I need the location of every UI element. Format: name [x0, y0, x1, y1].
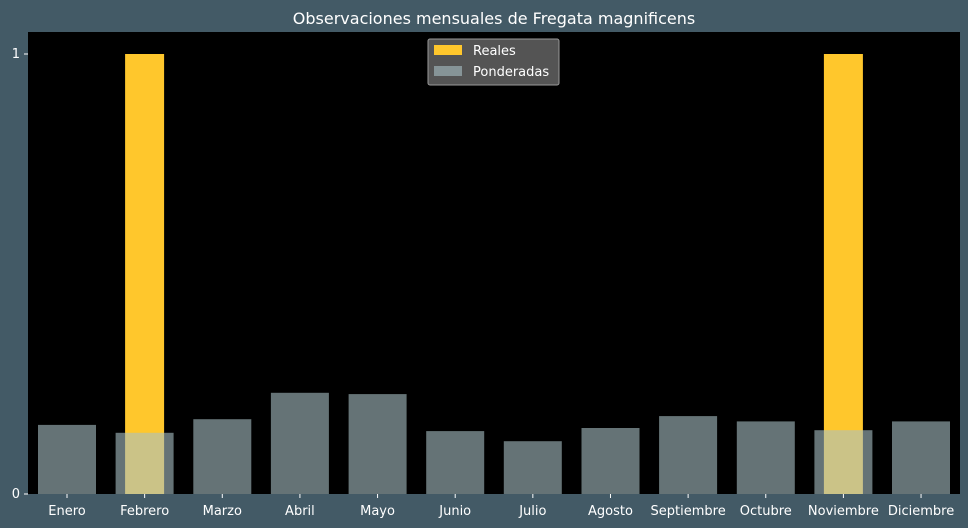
bar-ponderadas-abril [270, 392, 329, 494]
x-tick-label: Marzo [203, 504, 242, 519]
bar-ponderadas-diciembre [892, 421, 950, 494]
legend-swatch-reales [434, 45, 462, 55]
y-tick-label: 1 [12, 47, 20, 62]
legend-label-reales: Reales [473, 44, 516, 59]
x-tick-label: Diciembre [888, 504, 954, 519]
x-tick-label: Febrero [120, 504, 169, 519]
bar-reales-noviembre [823, 54, 863, 494]
bar-ponderadas-octubre [736, 421, 795, 494]
y-axis: 01 [12, 47, 28, 502]
x-axis: Enero Febrero Marzo Abril Mayo Junio Julio Agos… [48, 494, 954, 519]
bar-ponderadas-marzo [193, 419, 252, 494]
bar-ponderadas-noviembre [814, 430, 873, 494]
chart-title: Observaciones mensuales de Fregata magni… [293, 9, 695, 28]
legend: Reales Ponderadas [427, 38, 560, 86]
x-tick-label: Agosto [588, 504, 633, 519]
bar-ponderadas-enero [38, 424, 96, 494]
bar-ponderadas-mayo [348, 394, 407, 494]
x-tick-label: Junio [438, 504, 471, 519]
legend-label-ponderadas: Ponderadas [473, 65, 549, 80]
bar-ponderadas-febrero [115, 432, 174, 494]
bar-ponderadas-septiembre [659, 416, 718, 494]
plot-area [28, 32, 960, 494]
legend-swatch-ponderadas [434, 66, 462, 76]
x-tick-label: Mayo [360, 504, 395, 519]
bar-ponderadas-julio [503, 441, 562, 494]
x-tick-label: Septiembre [651, 504, 726, 519]
bar-ponderadas-junio [426, 431, 485, 494]
x-tick-label: Octubre [740, 504, 792, 519]
x-tick-label: Noviembre [808, 504, 879, 519]
x-tick-label: Enero [48, 504, 86, 519]
y-tick-label: 0 [12, 487, 20, 502]
weighted-bars-group [38, 392, 950, 494]
bar-ponderadas-agosto [581, 428, 640, 494]
x-tick-label: Julio [518, 504, 546, 519]
bar-reales-febrero [125, 54, 165, 494]
x-tick-label: Abril [285, 504, 315, 519]
